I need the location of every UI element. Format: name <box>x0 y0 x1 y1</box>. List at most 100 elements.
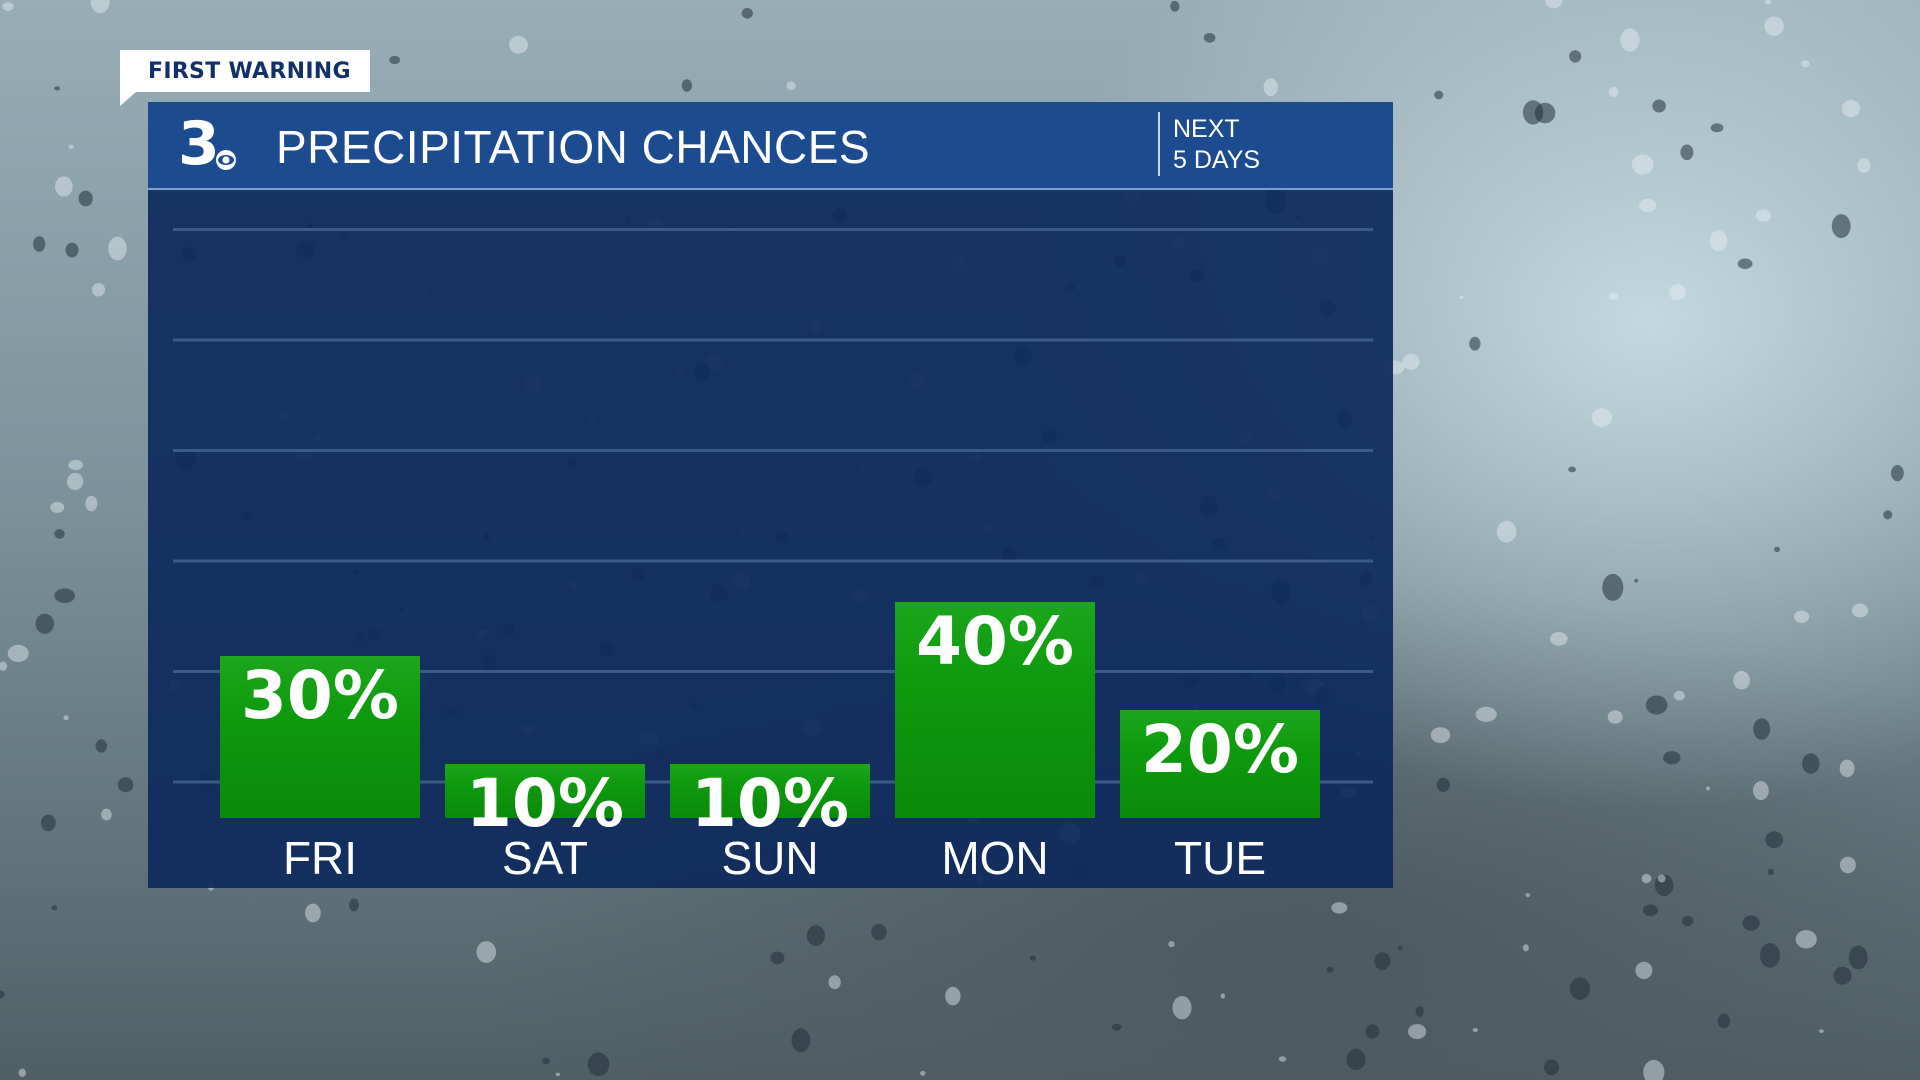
rain-drop <box>770 951 785 965</box>
rain-drop <box>1170 0 1180 12</box>
rain-drop <box>55 176 73 197</box>
chart-subtitle: NEXT 5 DAYS <box>1173 114 1260 176</box>
rain-drop <box>1522 944 1529 952</box>
rain-drop <box>1475 706 1497 723</box>
day-labels: FRI SAT SUN MON TUE <box>283 832 1266 884</box>
rain-drop <box>101 808 112 821</box>
rain-drop <box>1654 874 1674 897</box>
rain-drop <box>1673 690 1685 701</box>
rain-drop <box>1634 579 1639 583</box>
rain-drop <box>67 472 84 491</box>
rain-drop <box>1737 258 1753 270</box>
rain-drop <box>1331 902 1348 914</box>
rain-drop <box>1326 966 1334 973</box>
rain-drop <box>1753 781 1769 801</box>
rain-drop <box>587 1052 610 1077</box>
day-label-mon: MON <box>941 832 1048 884</box>
rain-drop <box>1544 1059 1559 1076</box>
rain-drop <box>1795 930 1817 949</box>
rain-drop <box>1839 759 1855 778</box>
rain-drop <box>1645 695 1668 715</box>
rain-drop <box>85 495 98 512</box>
rain-drop <box>2 2 14 11</box>
bar-tue <box>1120 710 1320 818</box>
rain-drop <box>117 777 134 793</box>
rain-drop <box>1346 1048 1366 1070</box>
day-label-tue: TUE <box>1174 832 1266 884</box>
rain-drop <box>1168 941 1175 948</box>
rain-drop <box>920 1070 926 1076</box>
rain-drop <box>1550 632 1568 646</box>
bar-mon <box>895 602 1095 818</box>
rain-drop <box>1631 154 1654 175</box>
rain-drop <box>1397 945 1403 951</box>
rain-drop <box>1496 520 1517 543</box>
rain-drop <box>1459 295 1464 300</box>
rain-drop <box>1831 214 1851 239</box>
rain-drop <box>806 925 826 946</box>
bar-fri <box>220 656 420 818</box>
rain-drop <box>1680 144 1694 161</box>
rain-drop <box>1602 573 1624 601</box>
rain-drop <box>0 661 8 671</box>
rain-drop <box>871 923 887 941</box>
rain-drop <box>54 588 75 603</box>
first-warning-badge: FIRST WARNING <box>120 50 370 92</box>
day-label-sat: SAT <box>502 832 588 884</box>
rain-drop <box>1263 78 1278 97</box>
cbs-eye-icon <box>216 150 236 170</box>
rain-drop <box>1681 915 1694 927</box>
rain-drop <box>65 242 79 258</box>
chart-panel: 3 PRECIPITATION CHANCES NEXT 5 DAYS 30% 1… <box>148 102 1393 888</box>
subtitle-line-1: NEXT <box>1173 115 1240 143</box>
rain-drop <box>1765 0 1772 5</box>
rain-drop <box>1891 465 1904 482</box>
rain-drop <box>786 81 796 91</box>
rain-drop <box>1278 1056 1287 1062</box>
rain-drop <box>945 986 961 1006</box>
rain-drop <box>1434 90 1444 100</box>
rain-drop <box>1851 603 1869 618</box>
data-labels: 30% 10% 10% 40% 20% <box>241 603 1299 842</box>
bar-sun <box>670 764 870 818</box>
chart-header: 3 PRECIPITATION CHANCES NEXT 5 DAYS <box>148 102 1393 190</box>
rain-drop <box>1415 1006 1424 1017</box>
data-label-fri: 30% <box>241 657 399 734</box>
rain-drop <box>542 1057 550 1065</box>
rain-drop <box>1833 966 1852 985</box>
rain-drop <box>1848 945 1868 970</box>
rain-drop <box>1365 1024 1380 1039</box>
rain-drop <box>476 941 497 963</box>
rain-drop <box>78 190 93 207</box>
rain-drop <box>108 236 127 261</box>
rain-drop <box>1408 1024 1427 1040</box>
rain-drop <box>1469 336 1481 351</box>
data-label-mon: 40% <box>916 603 1074 680</box>
rain-drop <box>1755 209 1771 222</box>
rain-drop <box>1591 408 1613 427</box>
rain-drop <box>1717 1013 1731 1029</box>
rain-drop <box>41 814 56 832</box>
rain-drop <box>1569 977 1591 1000</box>
rain-drop <box>1608 292 1619 300</box>
bars <box>220 602 1320 818</box>
day-label-sun: SUN <box>721 832 818 884</box>
rain-drop <box>92 283 105 297</box>
rain-drop <box>1172 996 1192 1020</box>
rain-drop <box>1534 102 1556 124</box>
first-warning-label: FIRST WARNING <box>148 58 351 84</box>
rain-drop <box>1639 198 1657 213</box>
rain-drop <box>305 903 321 923</box>
rain-drop <box>1764 16 1784 36</box>
rain-drop <box>1430 727 1451 744</box>
data-label-tue: 20% <box>1141 711 1299 788</box>
bar-sat <box>445 764 645 818</box>
rain-drop <box>35 613 55 634</box>
rain-drop <box>1841 100 1861 118</box>
rain-drop <box>1710 123 1724 133</box>
rain-drop <box>509 35 528 54</box>
day-label-fri: FRI <box>283 832 357 884</box>
rain-drop <box>791 1028 811 1053</box>
rain-drop <box>1663 751 1681 765</box>
rain-drop <box>68 144 74 149</box>
